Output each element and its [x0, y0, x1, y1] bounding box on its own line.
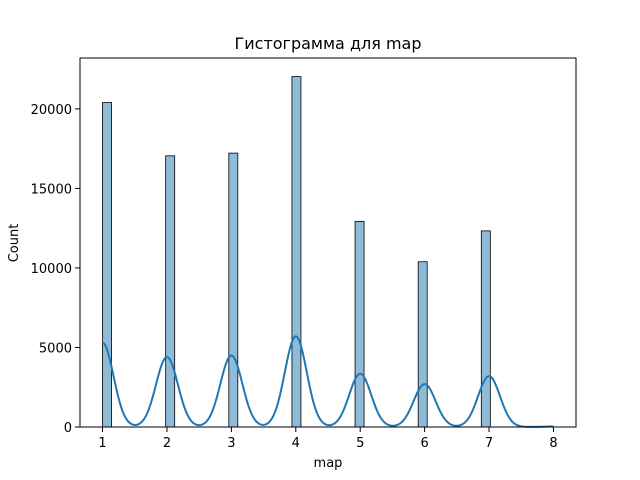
y-axis-label: Count [7, 224, 22, 263]
x-tick-label: 8 [549, 436, 557, 451]
histogram-bar-3 [228, 152, 239, 428]
chart-title: Гистограмма для map [234, 34, 421, 53]
x-tick-label: 6 [420, 436, 428, 451]
x-tick-label: 5 [356, 436, 364, 451]
histogram-bar-1 [102, 102, 112, 428]
x-axis-ticks: 1 2 3 4 5 6 7 8 [98, 427, 558, 451]
y-tick-label: 15000 [31, 182, 72, 197]
x-axis-label: map [314, 456, 343, 471]
histogram-bar-5 [354, 220, 365, 428]
y-axis-ticks: 0 5000 10000 15000 20000 [31, 103, 80, 436]
histogram-bars [102, 76, 554, 428]
kde-line [102, 335, 554, 428]
y-tick-label: 10000 [31, 262, 72, 277]
x-tick-label: 2 [163, 436, 171, 451]
histogram-bar-2 [165, 155, 176, 428]
plot-frame [79, 57, 577, 428]
x-tick-label: 1 [98, 436, 106, 451]
x-tick-label: 4 [292, 436, 300, 451]
y-tick-label: 0 [64, 421, 72, 436]
y-tick-label: 5000 [39, 341, 72, 356]
x-tick-label: 3 [227, 436, 235, 451]
histogram-bar-7 [480, 230, 491, 428]
histogram-bar-4 [291, 76, 302, 428]
y-tick-label: 20000 [31, 103, 72, 118]
x-tick-label: 7 [485, 436, 493, 451]
histogram-bar-6 [417, 261, 428, 428]
